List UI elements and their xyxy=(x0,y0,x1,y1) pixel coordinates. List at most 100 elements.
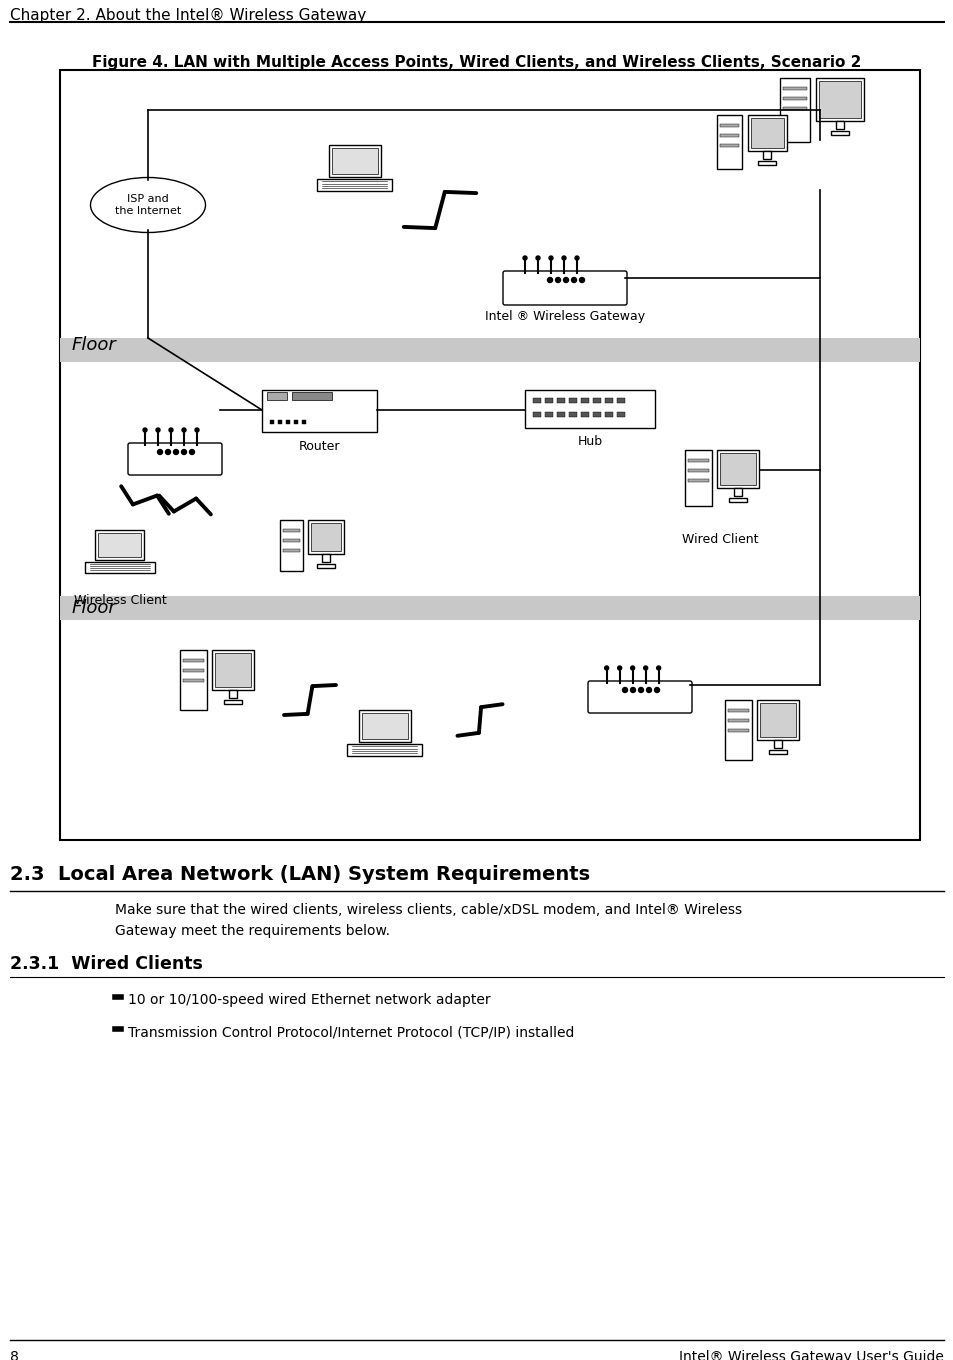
Bar xyxy=(760,703,796,737)
Bar xyxy=(717,450,759,487)
Bar xyxy=(544,398,553,403)
Bar xyxy=(687,469,708,472)
Bar xyxy=(308,520,344,554)
Text: Transmission Control Protocol/Internet Protocol (TCP/IP) installed: Transmission Control Protocol/Internet P… xyxy=(128,1025,574,1039)
Bar xyxy=(60,596,919,620)
Bar xyxy=(85,562,154,573)
Bar xyxy=(347,744,422,756)
Bar xyxy=(757,700,799,740)
Bar xyxy=(617,398,624,403)
Circle shape xyxy=(548,256,553,260)
Bar xyxy=(283,539,299,543)
Text: Floor: Floor xyxy=(71,336,116,354)
Circle shape xyxy=(630,688,635,692)
Circle shape xyxy=(561,256,565,260)
Bar xyxy=(271,420,274,424)
FancyBboxPatch shape xyxy=(502,271,626,305)
Bar xyxy=(262,390,377,432)
Bar xyxy=(568,398,577,403)
Bar xyxy=(720,135,739,137)
Circle shape xyxy=(522,256,526,260)
Bar xyxy=(720,453,756,484)
Bar xyxy=(322,554,330,562)
Bar xyxy=(724,700,751,760)
Circle shape xyxy=(646,688,651,692)
Text: 2.3.1  Wired Clients: 2.3.1 Wired Clients xyxy=(10,955,203,972)
Bar xyxy=(180,650,207,710)
Circle shape xyxy=(547,277,552,283)
Text: Hub: Hub xyxy=(577,435,602,447)
Bar xyxy=(294,420,298,424)
Bar xyxy=(727,729,748,732)
Bar xyxy=(302,420,306,424)
Bar xyxy=(727,719,748,722)
Bar xyxy=(524,390,655,428)
Bar xyxy=(533,398,540,403)
Bar xyxy=(358,710,411,743)
Text: Wireless Client: Wireless Client xyxy=(73,594,166,607)
Circle shape xyxy=(638,688,643,692)
Bar xyxy=(617,412,624,418)
Bar xyxy=(580,398,588,403)
Bar xyxy=(361,713,408,738)
Bar xyxy=(816,78,863,121)
Circle shape xyxy=(143,428,147,432)
FancyBboxPatch shape xyxy=(128,443,222,475)
Bar xyxy=(758,160,776,165)
Bar xyxy=(183,669,203,672)
Bar xyxy=(215,653,251,687)
Circle shape xyxy=(654,688,659,692)
Bar xyxy=(317,564,335,568)
Bar xyxy=(819,82,861,117)
Circle shape xyxy=(555,277,560,283)
Bar xyxy=(720,124,739,126)
Circle shape xyxy=(536,256,539,260)
Ellipse shape xyxy=(91,178,205,233)
Bar xyxy=(782,87,806,90)
Circle shape xyxy=(622,688,627,692)
Text: Chapter 2. About the Intel® Wireless Gateway: Chapter 2. About the Intel® Wireless Gat… xyxy=(10,8,366,23)
Bar xyxy=(727,709,748,713)
Bar xyxy=(734,487,741,495)
Bar xyxy=(286,420,291,424)
Bar xyxy=(762,151,771,159)
Bar xyxy=(544,412,553,418)
Circle shape xyxy=(182,428,186,432)
Bar xyxy=(774,740,781,748)
Text: ISP and
the Internet: ISP and the Internet xyxy=(114,194,181,216)
Bar xyxy=(280,520,302,571)
Bar xyxy=(604,412,613,418)
Text: Wired Client: Wired Client xyxy=(681,533,758,545)
Bar xyxy=(278,420,282,424)
Bar xyxy=(593,398,600,403)
Text: Router: Router xyxy=(299,441,340,453)
Bar xyxy=(60,339,919,362)
Text: 10 or 10/100-speed wired Ethernet network adapter: 10 or 10/100-speed wired Ethernet networ… xyxy=(128,993,490,1006)
Circle shape xyxy=(575,256,578,260)
Bar xyxy=(687,479,708,481)
Bar xyxy=(95,530,144,560)
Text: 8: 8 xyxy=(10,1350,19,1360)
Bar xyxy=(332,148,377,174)
Circle shape xyxy=(617,666,621,670)
Circle shape xyxy=(563,277,568,283)
Text: Intel ® Wireless Gateway: Intel ® Wireless Gateway xyxy=(484,310,644,324)
Bar xyxy=(557,398,564,403)
Bar xyxy=(283,549,299,552)
Bar xyxy=(283,529,299,532)
Bar xyxy=(213,650,254,690)
Bar xyxy=(60,69,919,840)
Text: 2.3  Local Area Network (LAN) System Requirements: 2.3 Local Area Network (LAN) System Requ… xyxy=(10,865,590,884)
Bar xyxy=(317,180,392,190)
Bar xyxy=(782,97,806,101)
Text: Figure 4. LAN with Multiple Access Points, Wired Clients, and Wireless Clients, : Figure 4. LAN with Multiple Access Point… xyxy=(92,54,861,69)
Circle shape xyxy=(571,277,576,283)
Circle shape xyxy=(157,450,162,454)
Bar xyxy=(568,412,577,418)
Bar xyxy=(717,116,741,169)
Bar xyxy=(750,118,783,148)
Text: Make sure that the wired clients, wireless clients, cable/xDSL modem, and Intel®: Make sure that the wired clients, wirele… xyxy=(115,903,741,937)
Bar xyxy=(720,144,739,147)
Bar xyxy=(183,660,203,662)
Bar xyxy=(229,690,237,698)
